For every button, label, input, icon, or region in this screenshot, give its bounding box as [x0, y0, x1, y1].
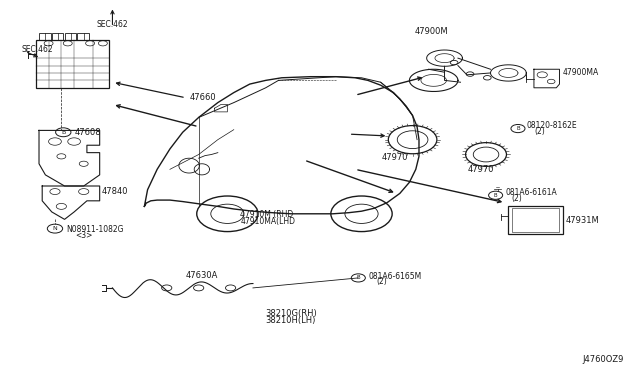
Text: 47910M (RHD: 47910M (RHD	[240, 211, 293, 219]
Text: 47660: 47660	[189, 93, 216, 102]
Bar	[36, 39, 109, 88]
Text: 081A6-6165M: 081A6-6165M	[369, 272, 422, 280]
Text: 47900M: 47900M	[415, 26, 449, 36]
Text: (2): (2)	[376, 277, 387, 286]
Bar	[77, 33, 89, 39]
Text: 47910MA(LHD: 47910MA(LHD	[240, 217, 295, 226]
Bar	[52, 33, 63, 39]
Text: B: B	[516, 126, 520, 131]
Text: SEC.462: SEC.462	[22, 45, 53, 54]
Text: <3>: <3>	[75, 231, 92, 240]
Text: 47840: 47840	[102, 187, 128, 196]
Text: 47630A: 47630A	[186, 271, 218, 280]
Text: 47608: 47608	[74, 128, 100, 137]
Text: 38210G(RH): 38210G(RH)	[266, 310, 317, 318]
Text: 47931M: 47931M	[566, 216, 600, 225]
Text: (2): (2)	[511, 194, 522, 203]
Text: J4760OZ9: J4760OZ9	[582, 355, 623, 364]
Text: B: B	[356, 275, 360, 280]
Text: 47900MA: 47900MA	[563, 68, 599, 77]
Text: B: B	[494, 193, 497, 198]
Bar	[65, 33, 76, 39]
Text: 081A6-6161A: 081A6-6161A	[505, 188, 557, 197]
Bar	[508, 206, 563, 234]
Bar	[511, 208, 559, 232]
Text: B: B	[61, 130, 65, 135]
Text: N08911-1082G: N08911-1082G	[66, 225, 124, 234]
Text: (2): (2)	[534, 127, 545, 137]
Text: 47970: 47970	[382, 153, 408, 162]
Bar	[39, 33, 51, 39]
Text: SEC.462: SEC.462	[97, 20, 128, 29]
Text: 08120-8162E: 08120-8162E	[527, 122, 577, 131]
Text: 38210H(LH): 38210H(LH)	[266, 316, 316, 325]
Text: 47970: 47970	[468, 165, 494, 174]
Text: N: N	[52, 226, 58, 231]
